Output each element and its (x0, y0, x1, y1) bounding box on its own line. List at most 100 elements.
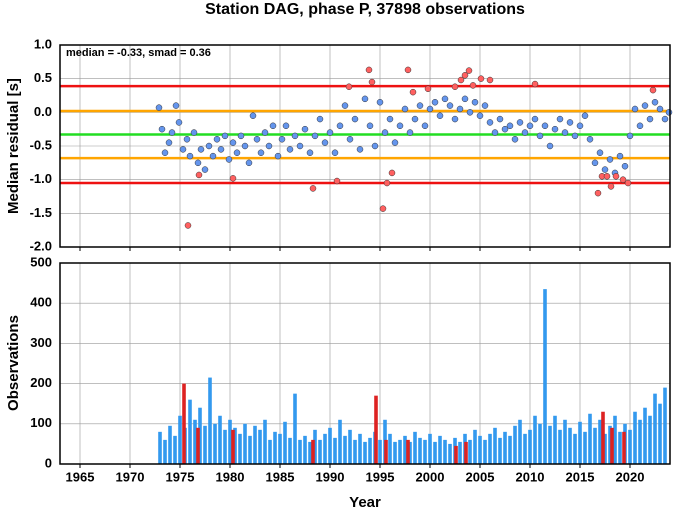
point (581, 112, 589, 119)
x-tick-label: 1965 (66, 469, 95, 484)
bar (428, 433, 432, 464)
point (551, 125, 559, 133)
bar (628, 429, 632, 464)
bar (343, 435, 347, 464)
point (282, 122, 290, 130)
point (496, 115, 504, 123)
point (591, 159, 599, 167)
point (172, 102, 180, 109)
bar (213, 423, 217, 464)
point (603, 173, 611, 180)
bar (663, 387, 667, 464)
point (168, 129, 176, 136)
point (186, 152, 194, 160)
point (205, 142, 213, 150)
bar (618, 431, 622, 464)
bar (658, 403, 662, 464)
bar (223, 429, 227, 464)
point (461, 95, 469, 103)
point (233, 149, 241, 156)
point (341, 102, 349, 109)
point (316, 115, 324, 123)
point (306, 149, 314, 156)
point (426, 105, 434, 113)
bar (583, 431, 587, 464)
point (506, 122, 514, 130)
chart-title: Station DAG, phase P, 37898 observations (205, 1, 525, 18)
point (371, 142, 379, 150)
bar (196, 427, 200, 464)
point (194, 159, 202, 167)
point (195, 171, 203, 179)
bar (318, 439, 322, 464)
y-tick-label: -2.0 (30, 238, 52, 253)
bar (622, 431, 626, 464)
y-tick-label: -1.0 (30, 171, 52, 186)
point (165, 139, 173, 146)
bar (488, 433, 492, 464)
bar (448, 443, 452, 464)
point (446, 102, 454, 109)
point (441, 95, 449, 103)
x-tick-label: 1975 (166, 469, 195, 484)
bar (378, 439, 382, 464)
point (421, 122, 429, 130)
point (333, 177, 341, 185)
point (451, 83, 459, 90)
point (391, 139, 399, 146)
bar (408, 441, 412, 464)
point (274, 152, 282, 160)
point (253, 136, 261, 143)
y-tick-label: 0 (45, 455, 52, 470)
point (326, 129, 334, 136)
point (161, 149, 169, 156)
point (641, 102, 649, 109)
bar (311, 439, 315, 464)
point (436, 112, 444, 119)
y-tick-label: 0.0 (34, 104, 52, 119)
bar (228, 419, 232, 464)
point (649, 86, 657, 94)
point (396, 122, 404, 130)
y-tick-label: 0.5 (34, 70, 52, 85)
bar (233, 427, 237, 464)
point (661, 115, 669, 123)
point (296, 142, 304, 150)
point (379, 205, 387, 212)
bar (248, 435, 252, 464)
point (361, 95, 369, 103)
bar (368, 437, 372, 464)
bar (288, 437, 292, 464)
bar (328, 427, 332, 464)
y-tick-label: 300 (30, 335, 52, 350)
x-tick-label: 1985 (266, 469, 295, 484)
bar (158, 431, 162, 464)
point (376, 98, 384, 106)
point (366, 122, 374, 130)
point (431, 98, 439, 106)
bar (468, 439, 472, 464)
bar (403, 435, 407, 464)
bar (648, 415, 652, 464)
point (491, 129, 499, 136)
bar (208, 377, 212, 464)
point (311, 132, 319, 140)
x-tick-label: 2000 (416, 469, 445, 484)
bar (433, 441, 437, 464)
bar (413, 431, 417, 464)
point (301, 125, 309, 133)
bar (601, 411, 605, 464)
point (383, 179, 391, 187)
point (465, 67, 473, 74)
point (286, 146, 294, 153)
point (265, 142, 273, 150)
point (511, 136, 519, 143)
point (197, 146, 205, 153)
bar (578, 421, 582, 464)
point (624, 179, 632, 187)
point (351, 115, 359, 123)
bar (173, 435, 177, 464)
point (229, 175, 237, 182)
point (531, 115, 539, 123)
